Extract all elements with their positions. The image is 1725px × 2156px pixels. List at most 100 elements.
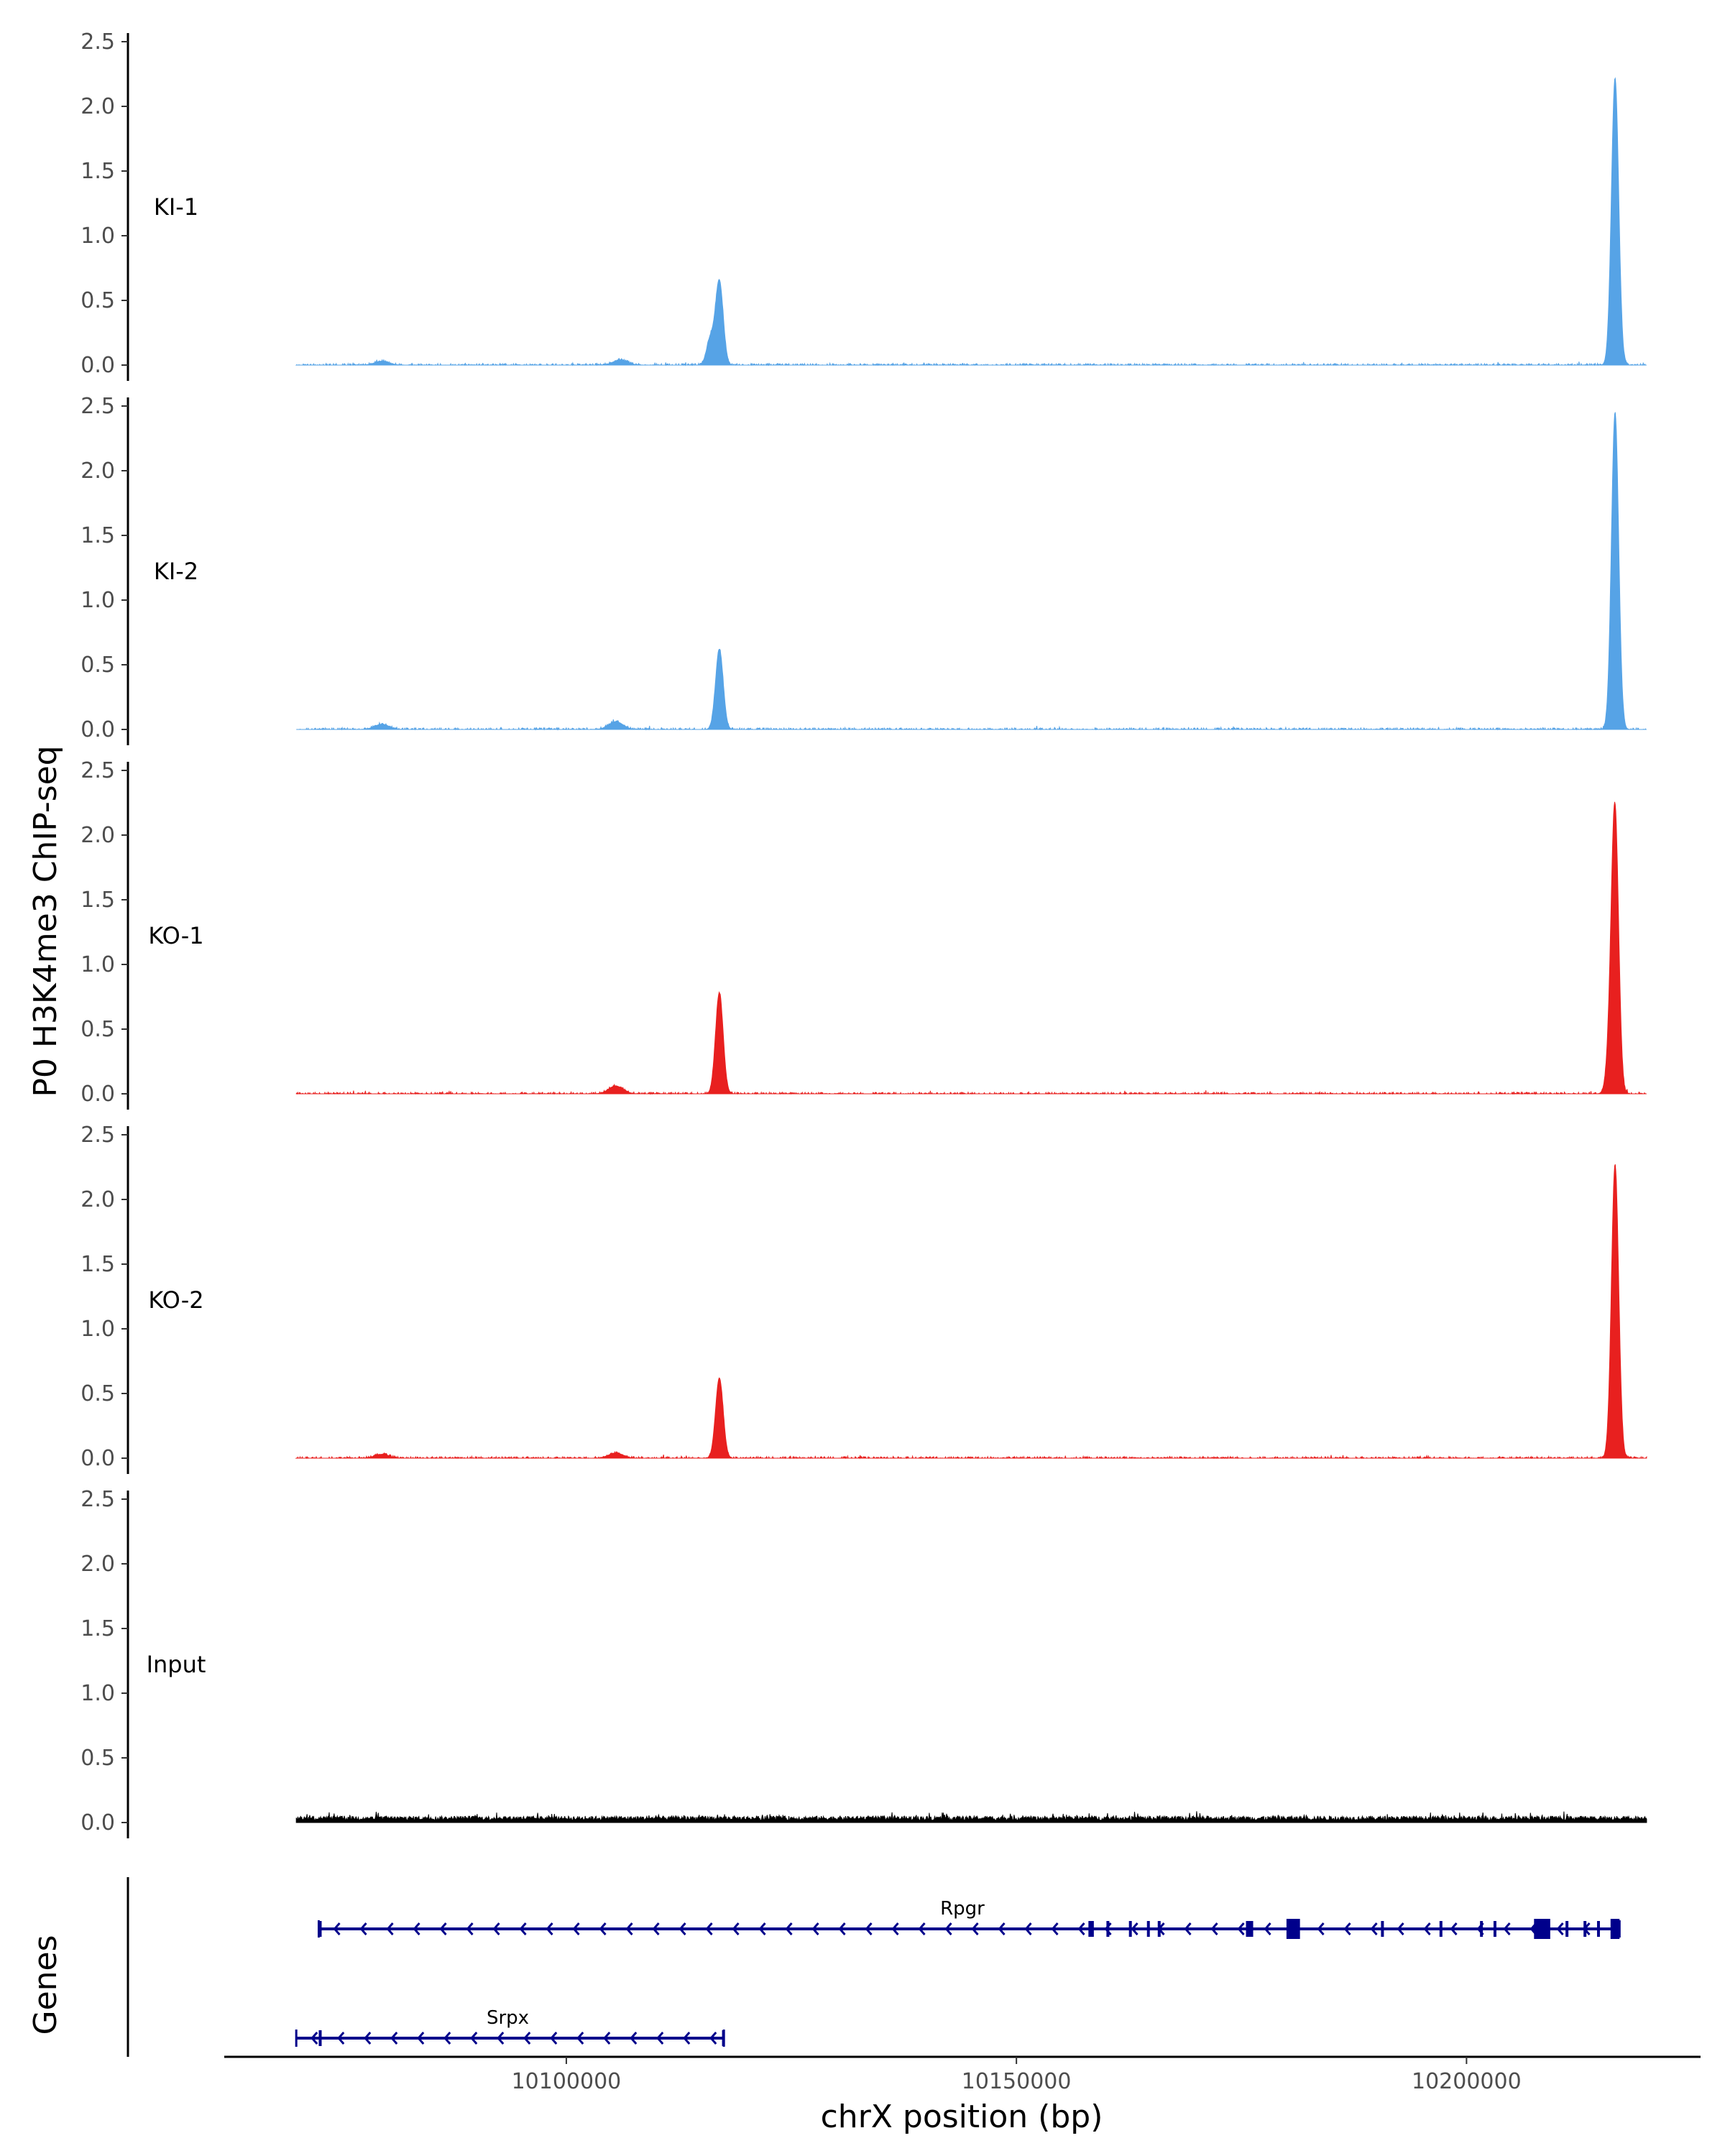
- y-tick-label: 2.5: [80, 1487, 115, 1512]
- x-tick-label: 10200000: [1412, 2069, 1522, 2094]
- strand-arrow: [333, 1922, 341, 1935]
- strand-arrow: [546, 1922, 553, 1935]
- exon: [1596, 1921, 1600, 1937]
- y-tick-label: 2.5: [80, 1123, 115, 1148]
- strand-arrow: [390, 2032, 398, 2045]
- track-label: KO-2: [148, 1286, 203, 1314]
- strand-arrow: [838, 1922, 846, 1935]
- strand-arrow: [550, 2032, 558, 2045]
- exon: [1381, 1921, 1384, 1937]
- strand-arrow: [1184, 1922, 1192, 1935]
- strand-arrow: [466, 1922, 474, 1935]
- strand-arrow: [652, 1922, 660, 1935]
- strand-arrow: [1503, 1922, 1511, 1935]
- y-tick-label: 2.0: [80, 823, 115, 848]
- y-tick-label: 0.5: [80, 1746, 115, 1771]
- strand-arrow: [1317, 1922, 1325, 1935]
- y-tick-label: 0.0: [80, 1446, 115, 1471]
- y-tick-label: 2.0: [80, 94, 115, 119]
- strand-arrow: [1077, 1922, 1085, 1935]
- exon: [318, 2030, 322, 2046]
- track-ki-2: 0.0 0.5 1.0 1.5 2.0 2.5 KI-2: [80, 394, 1647, 745]
- y-tick-label: 0.5: [80, 288, 115, 313]
- exon: [1439, 1921, 1443, 1937]
- exon: [1146, 1921, 1150, 1937]
- exon: [1480, 1921, 1484, 1937]
- track-input: 0.0 0.5 1.0 1.5 2.0 2.5 Input: [80, 1487, 1647, 1838]
- x-axis: 10100000 10150000 10200000: [224, 2055, 1701, 2094]
- exon: [1088, 1921, 1094, 1937]
- strand-arrow: [1210, 1922, 1218, 1935]
- track-label: KI-1: [154, 193, 198, 221]
- y-tick-label: 2.5: [80, 29, 115, 55]
- y-tick-label: 0.5: [80, 1017, 115, 1042]
- strand-arrow: [439, 1922, 447, 1935]
- y-tick-label: 0.0: [80, 1810, 115, 1835]
- strand-arrow: [523, 2032, 531, 2045]
- gene-srpx: Srpx: [295, 2007, 725, 2047]
- y-tick-label: 0.0: [80, 1082, 115, 1107]
- exon: [722, 2030, 725, 2046]
- strand-arrow: [519, 1922, 527, 1935]
- strand-arrow: [732, 1922, 740, 1935]
- y-tick-label: 2.5: [80, 758, 115, 783]
- y-tick-label: 1.5: [80, 888, 115, 913]
- exon: [1128, 1921, 1132, 1937]
- gene-rpgr: Rpgr: [318, 1898, 1621, 1939]
- strand-arrow: [678, 1922, 686, 1935]
- strand-arrow: [576, 2032, 584, 2045]
- strand-arrow: [944, 1922, 952, 1935]
- exon: [1610, 1919, 1620, 1939]
- strand-arrow: [470, 2032, 478, 2045]
- strand-arrow: [386, 1922, 394, 1935]
- strand-arrow: [785, 1922, 793, 1935]
- y-tick-label: 2.0: [80, 1187, 115, 1212]
- strand-arrow: [443, 2032, 451, 2045]
- strand-arrow: [1264, 1922, 1271, 1935]
- strand-arrow: [599, 1922, 607, 1935]
- signal-area: [296, 412, 1647, 731]
- signal-area: [295, 801, 1647, 1095]
- track-ko-1: 0.0 0.5 1.0 1.5 2.0 2.5 KO-1: [80, 758, 1647, 1110]
- y-tick-label: 2.0: [80, 459, 115, 484]
- track-label: KO-1: [148, 922, 203, 949]
- y-tick-label: 0.5: [80, 653, 115, 678]
- y-tick-label: 1.0: [80, 224, 115, 249]
- strand-arrow: [1343, 1922, 1351, 1935]
- exon: [318, 1921, 322, 1937]
- strand-arrow: [364, 2032, 372, 2045]
- strand-arrow: [1397, 1922, 1404, 1935]
- strand-arrow: [865, 1922, 873, 1935]
- y-tick-label: 0.5: [80, 1381, 115, 1406]
- genes-panel: Rpgr Srpx: [126, 1877, 1621, 2057]
- exon: [1534, 1919, 1550, 1939]
- y-tick-label: 0.0: [80, 353, 115, 378]
- strand-arrow: [492, 1922, 500, 1935]
- strand-arrow: [683, 2032, 691, 2045]
- y-tick-label: 2.5: [80, 394, 115, 419]
- y-tick-label: 1.5: [80, 523, 115, 548]
- strand-arrow: [758, 1922, 766, 1935]
- strand-arrow: [417, 2032, 425, 2045]
- strand-arrow: [1370, 1922, 1378, 1935]
- strand-arrow: [656, 2032, 664, 2045]
- y-tick-label: 2.0: [80, 1552, 115, 1577]
- exon: [1157, 1921, 1161, 1937]
- strand-arrow: [1237, 1922, 1245, 1935]
- track-ki-1: 0.0 0.5 1.0 1.5 2.0 2.5 KI-1: [80, 29, 1647, 381]
- strand-arrow: [709, 2032, 717, 2045]
- strand-arrow: [359, 1922, 367, 1935]
- strand-arrow: [705, 1922, 713, 1935]
- gene-label: Srpx: [487, 2007, 529, 2029]
- strand-arrow: [310, 2032, 318, 2045]
- gene-label: Rpgr: [940, 1898, 985, 1920]
- y-tick-label: 1.0: [80, 1317, 115, 1342]
- strand-arrow: [630, 2032, 638, 2045]
- strand-arrow: [1423, 1922, 1431, 1935]
- strand-arrow: [971, 1922, 979, 1935]
- y-tick-label: 1.0: [80, 952, 115, 977]
- strand-arrow: [1556, 1922, 1564, 1935]
- strand-arrow: [811, 1922, 819, 1935]
- strand-arrow: [497, 2032, 505, 2045]
